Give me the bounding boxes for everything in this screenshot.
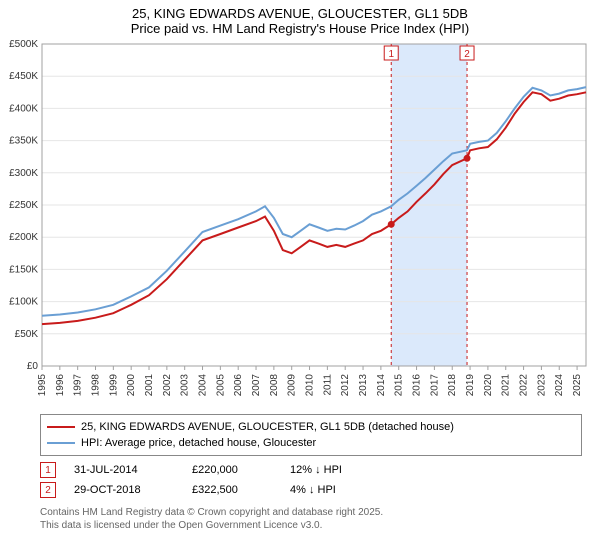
legend-row: 25, KING EDWARDS AVENUE, GLOUCESTER, GL1…	[47, 419, 575, 435]
svg-text:£200K: £200K	[9, 232, 38, 243]
svg-text:2004: 2004	[198, 374, 209, 397]
transaction-hpi: 12% ↓ HPI	[290, 464, 380, 476]
svg-text:£0: £0	[27, 361, 39, 372]
legend-box: 25, KING EDWARDS AVENUE, GLOUCESTER, GL1…	[40, 414, 582, 456]
title-line2: Price paid vs. HM Land Registry's House …	[0, 21, 600, 36]
svg-text:£50K: £50K	[15, 329, 39, 340]
svg-text:1998: 1998	[91, 374, 102, 397]
chart-title-block: 25, KING EDWARDS AVENUE, GLOUCESTER, GL1…	[0, 0, 600, 38]
svg-text:2010: 2010	[305, 374, 316, 397]
svg-text:2018: 2018	[447, 374, 458, 397]
svg-text:2005: 2005	[215, 374, 226, 397]
svg-text:2003: 2003	[180, 374, 191, 397]
transaction-badge: 2	[40, 482, 56, 498]
footer-line2: This data is licensed under the Open Gov…	[40, 519, 582, 532]
svg-text:2014: 2014	[376, 374, 387, 397]
transaction-table: 1 31-JUL-2014 £220,000 12% ↓ HPI 2 29-OCT-201…	[40, 460, 582, 500]
svg-text:2: 2	[464, 49, 470, 60]
svg-text:£100K: £100K	[9, 297, 38, 308]
svg-text:2000: 2000	[126, 374, 137, 397]
transaction-price: £322,500	[192, 484, 272, 496]
line-chart: £0 £50K £100K £150K £200K £250K £300K £350K £400…	[0, 38, 600, 408]
svg-text:2022: 2022	[519, 374, 530, 397]
svg-text:£500K: £500K	[9, 39, 38, 50]
marker-dot-1	[388, 221, 395, 228]
svg-text:2013: 2013	[358, 374, 369, 397]
series-line-1	[42, 87, 586, 316]
svg-text:2021: 2021	[501, 374, 512, 397]
legend-label: HPI: Average price, detached house, Glou…	[81, 437, 316, 449]
svg-text:1: 1	[388, 49, 394, 60]
svg-text:£400K: £400K	[9, 103, 38, 114]
svg-text:2025: 2025	[572, 374, 583, 397]
transaction-row: 2 29-OCT-2018 £322,500 4% ↓ HPI	[40, 480, 582, 500]
svg-text:2024: 2024	[554, 374, 565, 397]
svg-text:£300K: £300K	[9, 168, 38, 179]
svg-text:1997: 1997	[73, 374, 84, 397]
svg-text:2008: 2008	[269, 374, 280, 397]
transaction-badge: 1	[40, 462, 56, 478]
legend-label: 25, KING EDWARDS AVENUE, GLOUCESTER, GL1…	[81, 421, 454, 433]
svg-text:2007: 2007	[251, 374, 262, 397]
legend-swatch	[47, 426, 75, 428]
transaction-date: 29-OCT-2018	[74, 484, 174, 496]
svg-text:£150K: £150K	[9, 264, 38, 275]
svg-text:2006: 2006	[233, 374, 244, 397]
legend-row: HPI: Average price, detached house, Glou…	[47, 435, 575, 451]
title-line1: 25, KING EDWARDS AVENUE, GLOUCESTER, GL1…	[0, 6, 600, 21]
transaction-date: 31-JUL-2014	[74, 464, 174, 476]
footer-attribution: Contains HM Land Registry data © Crown c…	[40, 506, 582, 532]
svg-text:2016: 2016	[412, 374, 423, 397]
svg-text:2015: 2015	[394, 374, 405, 397]
svg-text:£250K: £250K	[9, 200, 38, 211]
svg-text:2012: 2012	[340, 374, 351, 397]
svg-text:2009: 2009	[287, 374, 298, 397]
svg-text:2019: 2019	[465, 374, 476, 397]
footer-line1: Contains HM Land Registry data © Crown c…	[40, 506, 582, 519]
svg-text:1996: 1996	[55, 374, 66, 397]
svg-text:1999: 1999	[108, 374, 119, 397]
transaction-row: 1 31-JUL-2014 £220,000 12% ↓ HPI	[40, 460, 582, 480]
svg-text:2002: 2002	[162, 374, 173, 397]
transaction-price: £220,000	[192, 464, 272, 476]
marker-dot-2	[464, 155, 471, 162]
legend-swatch	[47, 442, 75, 444]
svg-text:2001: 2001	[144, 374, 155, 397]
transaction-hpi: 4% ↓ HPI	[290, 484, 380, 496]
svg-text:2020: 2020	[483, 374, 494, 397]
svg-text:2023: 2023	[536, 374, 547, 397]
chart-area: £0 £50K £100K £150K £200K £250K £300K £350K £400…	[0, 38, 600, 408]
svg-text:2011: 2011	[322, 374, 333, 396]
svg-text:£450K: £450K	[9, 71, 38, 82]
svg-text:£350K: £350K	[9, 136, 38, 147]
series-line-0	[42, 92, 586, 324]
svg-text:1995: 1995	[37, 374, 48, 397]
svg-text:2017: 2017	[429, 374, 440, 397]
